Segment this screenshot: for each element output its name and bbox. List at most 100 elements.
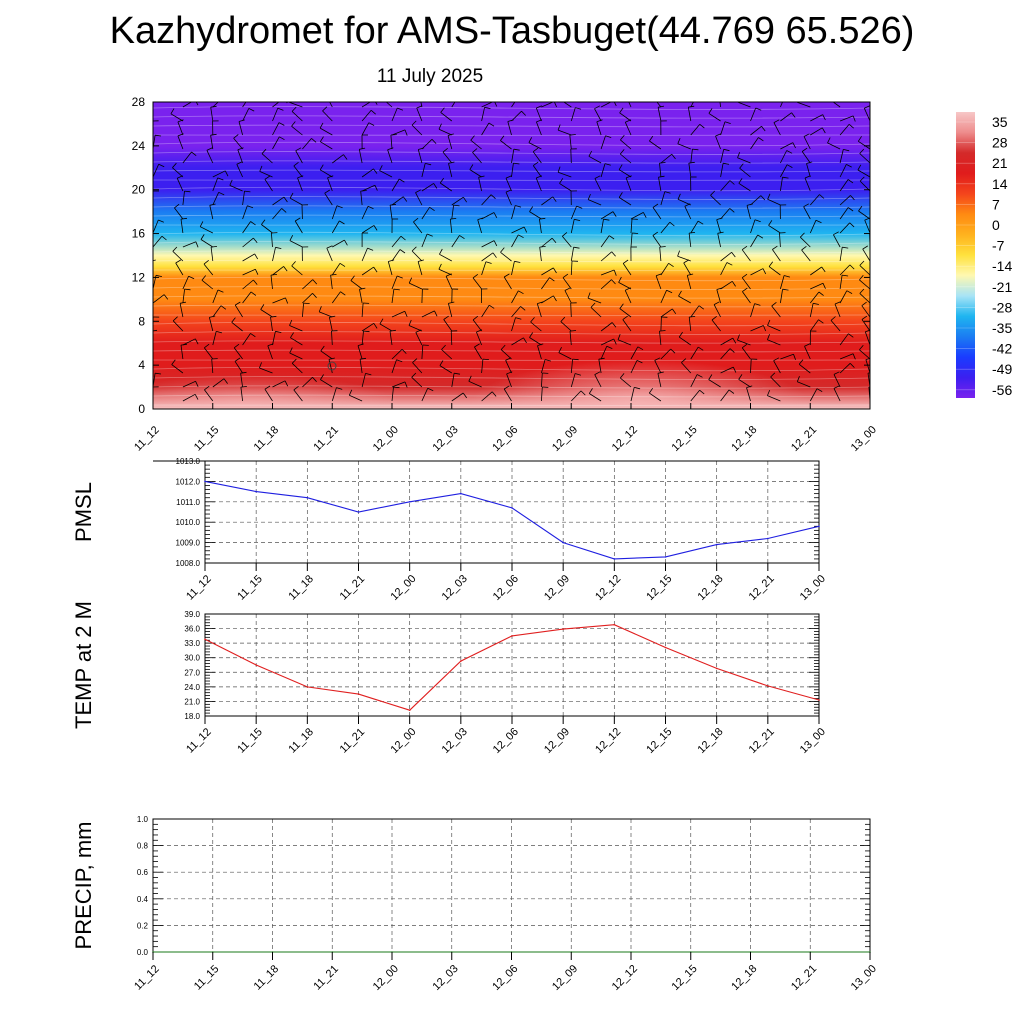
wind-barb — [720, 337, 733, 346]
wind-barb-feather — [876, 192, 881, 195]
wind-barb — [739, 167, 751, 178]
wind-barb-feather — [732, 366, 737, 373]
wind-barb — [203, 263, 214, 276]
wind-barb — [746, 387, 751, 402]
wind-barb — [839, 149, 844, 164]
x-tick-label: 11_18 — [252, 424, 282, 454]
wind-barb-feather — [520, 306, 526, 311]
wind-barb — [387, 149, 393, 164]
wind-barb — [720, 121, 726, 136]
x-tick-label: 11_15 — [192, 424, 222, 454]
wind-barb — [391, 249, 401, 262]
wind-barb — [391, 381, 406, 388]
y-tick-label: 0.0 — [137, 948, 149, 957]
wind-barb — [153, 120, 154, 121]
wind-barb — [361, 184, 376, 192]
wind-barb — [690, 389, 700, 402]
wind-barb-feather — [439, 248, 443, 255]
wind-barb — [302, 303, 304, 318]
wind-barb-feather — [767, 193, 771, 200]
wind-barb-feather — [402, 196, 408, 202]
wind-barb — [535, 107, 542, 122]
wind-barb — [481, 304, 490, 318]
wind-barb-feather — [505, 175, 512, 179]
wind-barb — [806, 163, 811, 178]
wind-barb — [270, 275, 273, 290]
wind-barb — [179, 303, 184, 318]
wind-barb — [182, 289, 185, 304]
wind-barb-feather — [184, 288, 191, 291]
wind-barb — [413, 221, 423, 234]
warm-patch — [470, 360, 810, 409]
wind-barb — [564, 290, 572, 304]
wind-barb — [570, 260, 573, 276]
wind-barb — [833, 234, 841, 248]
wind-barb-feather — [652, 203, 659, 208]
wind-barb-feather — [598, 357, 605, 360]
wind-barb-feather — [291, 261, 296, 267]
wind-barb-feather — [500, 135, 505, 141]
y-axis-label: PRECIP, mm — [71, 822, 96, 950]
wind-barb — [242, 237, 254, 248]
wind-barb-feather — [419, 92, 425, 93]
wind-barb — [391, 196, 404, 206]
data-point — [408, 709, 411, 711]
wind-barb — [391, 275, 398, 290]
wind-barb-feather — [834, 301, 841, 305]
wind-barb — [421, 183, 434, 192]
wind-barb — [839, 195, 851, 206]
data-point — [664, 556, 667, 558]
wind-barb-feather — [617, 334, 621, 340]
wind-barb-feather — [715, 133, 722, 137]
wind-barb-feather — [611, 251, 616, 257]
wind-barb — [529, 211, 542, 220]
contour-line — [153, 259, 870, 263]
wind-barb — [272, 122, 280, 136]
wind-barb — [630, 232, 633, 248]
data-point — [460, 492, 462, 495]
wind-barb-feather — [611, 322, 617, 328]
wind-barb — [780, 142, 793, 150]
wind-barb-feather — [792, 142, 796, 149]
wind-barb-feather — [848, 123, 854, 129]
wind-barb-feather — [259, 362, 262, 369]
wind-barb — [242, 279, 254, 290]
wind-barb-feather — [530, 317, 535, 323]
wind-barb-feather — [389, 329, 396, 332]
wind-barb — [720, 262, 728, 276]
wind-barb — [170, 113, 184, 122]
wind-barb — [229, 185, 243, 192]
wind-barb-feather — [288, 102, 290, 103]
wind-barb-feather — [648, 387, 654, 394]
wind-barb — [289, 325, 303, 332]
x-tick-label: 11_18 — [252, 963, 282, 993]
wind-barb-feather — [731, 281, 736, 287]
data-point — [767, 537, 769, 540]
wind-barb-feather — [326, 245, 333, 249]
wind-barb — [472, 319, 482, 332]
wind-barb-feather — [363, 330, 370, 333]
wind-barb-feather — [861, 315, 868, 320]
wind-barb — [617, 339, 632, 346]
wind-barb-feather — [373, 168, 378, 174]
wind-barb-feather — [172, 246, 178, 252]
wind-barb — [320, 379, 333, 388]
wind-barb — [182, 151, 192, 164]
wind-barb — [710, 195, 721, 206]
wind-barb — [600, 269, 615, 276]
wind-barb — [271, 232, 273, 248]
wind-barb — [570, 302, 572, 318]
wind-barb — [389, 331, 393, 346]
wind-barb — [361, 266, 374, 276]
y-tick-label: 4 — [138, 358, 145, 372]
wind-barb-feather — [850, 195, 855, 201]
x-tick-label: 12_00 — [371, 963, 401, 993]
wind-barb — [417, 149, 423, 164]
wind-barb-feather — [416, 105, 423, 109]
wind-barb-feather — [158, 163, 165, 168]
wind-barb — [690, 346, 699, 360]
wind-barb — [391, 289, 395, 304]
contour-line — [153, 394, 870, 398]
wind-barb-feather — [842, 246, 849, 249]
wind-barb — [451, 196, 464, 206]
